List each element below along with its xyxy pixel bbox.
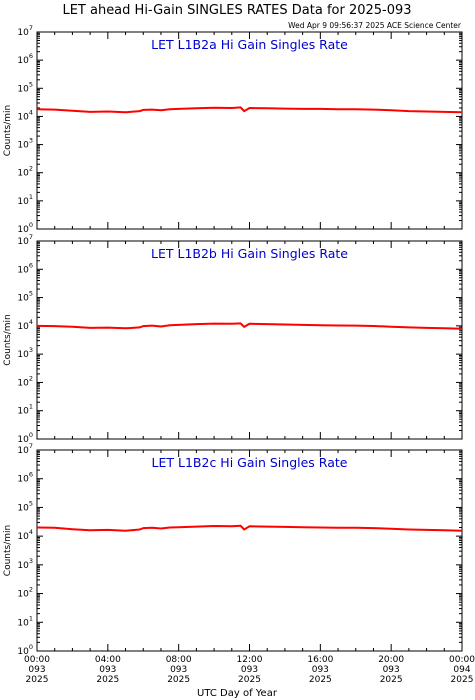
y-tick-label: 103: [17, 137, 33, 151]
y-tick-label: 100: [17, 431, 33, 445]
y-axis-label: Counts/min: [3, 105, 13, 156]
x-tick-label: 2025: [309, 675, 332, 685]
y-tick-label: 102: [17, 586, 33, 600]
y-tick-label: 102: [17, 374, 33, 388]
y-tick-label: 105: [17, 80, 33, 94]
plot-frame: [36, 449, 463, 652]
x-tick-label: 2025: [26, 675, 49, 685]
y-tick-label: 107: [17, 442, 33, 456]
x-tick-label: 2025: [167, 675, 190, 685]
panel-title: LET L1B2a Hi Gain Singles Rate: [151, 37, 348, 52]
series-line: [36, 524, 463, 532]
y-tick-label: 105: [17, 499, 33, 513]
plot-frame: [36, 240, 463, 440]
y-tick-label: 103: [17, 346, 33, 360]
x-tick-label: 20:00: [378, 655, 404, 665]
x-tick-label: 00:00: [449, 655, 475, 665]
x-tick-label: 04:00: [95, 655, 121, 665]
x-tick-label: 093: [241, 665, 258, 675]
x-tick-label: 2025: [238, 675, 261, 685]
y-tick-label: 106: [17, 261, 33, 275]
panel-title: LET L1B2c Hi Gain Singles Rate: [152, 455, 348, 470]
x-tick-label: 2025: [380, 675, 403, 685]
x-axis-label: UTC Day of Year: [197, 688, 278, 699]
y-tick-label: 101: [17, 403, 33, 417]
y-tick-label: 101: [17, 614, 33, 628]
chart-panel-1: 100 101 102 103 104 105 106 107 Counts/min LET L1…: [3, 24, 463, 235]
chart-panel-2: 100 101 102 103 104 105 106 107 Counts/min LET L1…: [3, 233, 463, 445]
x-tick-label: 2025: [451, 675, 474, 685]
plot-frame: [36, 31, 463, 230]
y-tick-label: 106: [17, 471, 33, 485]
x-tick-label: 094: [453, 665, 470, 675]
y-tick-label: 104: [17, 108, 33, 122]
y-axis-label: Counts/min: [3, 314, 13, 365]
timestamp: Wed Apr 9 09:56:37 2025 ACE Science Cent…: [288, 21, 462, 30]
x-tick-label: 16:00: [307, 655, 333, 665]
y-tick-label: 105: [17, 290, 33, 304]
y-tick-label: 102: [17, 165, 33, 179]
y-tick-label: 107: [17, 24, 33, 38]
figure-title: LET ahead Hi-Gain SINGLES RATES Data for…: [62, 3, 411, 18]
x-tick-label: 093: [170, 665, 187, 675]
x-tick-label: 093: [312, 665, 329, 675]
x-tick-label: 00:00: [24, 655, 50, 665]
panel-title: LET L1B2b Hi Gain Singles Rate: [151, 246, 348, 261]
x-tick-label: 093: [383, 665, 400, 675]
y-tick-label: 100: [17, 643, 33, 657]
x-tick-label: 2025: [96, 675, 119, 685]
x-tick-label: 093: [28, 665, 45, 675]
y-tick-label: 104: [17, 318, 33, 332]
x-tick-label: 093: [99, 665, 116, 675]
chart-panel-3: 10010110210310410510610700:00093202504:0…: [3, 442, 475, 685]
x-tick-label: 08:00: [166, 655, 192, 665]
y-tick-label: 107: [17, 233, 33, 247]
y-tick-label: 106: [17, 52, 33, 66]
y-tick-label: 100: [17, 221, 33, 235]
panels: 100 101 102 103 104 105 106 107 Counts/min LET L1…: [3, 24, 475, 685]
y-tick-label: 103: [17, 557, 33, 571]
series-line: [36, 106, 463, 114]
y-tick-label: 104: [17, 528, 33, 542]
y-axis-label: Counts/min: [3, 525, 13, 576]
y-tick-label: 101: [17, 193, 33, 207]
series-line: [36, 322, 463, 330]
x-tick-label: 12:00: [237, 655, 263, 665]
